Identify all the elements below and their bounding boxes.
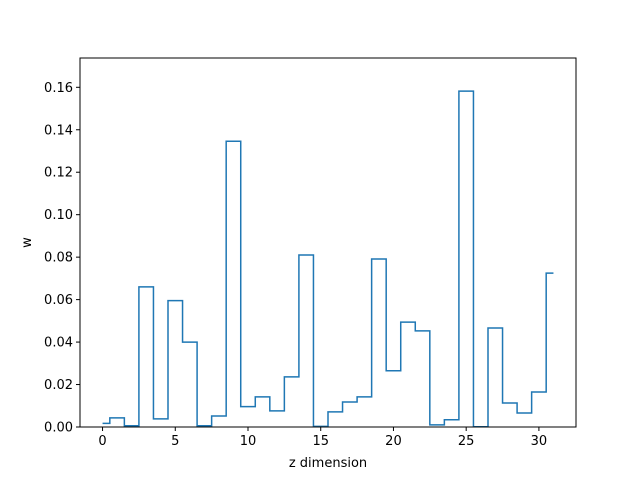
y-tick-label: 0.04 (44, 336, 73, 351)
x-axis-label: z dimension (289, 456, 367, 471)
x-axis: 0 5 10 15 20 25 30 (98, 427, 547, 449)
y-tick-label: 0.06 (44, 293, 73, 308)
plot-frame (79, 57, 577, 428)
x-tick-label: 20 (385, 434, 402, 449)
y-tick-label: 0.12 (44, 166, 73, 181)
y-axis: 0.00 0.02 0.04 0.06 0.08 0.10 0.12 0.14 0.16 (44, 81, 80, 436)
x-tick-label: 15 (312, 434, 329, 449)
y-tick-label: 0.00 (44, 421, 73, 436)
x-tick-label: 25 (458, 434, 475, 449)
y-tick-label: 0.08 (44, 251, 73, 266)
y-tick-label: 0.02 (44, 378, 73, 393)
y-tick-label: 0.16 (44, 81, 73, 96)
x-tick-label: 10 (240, 434, 257, 449)
y-axis-label: w (20, 237, 35, 248)
x-tick-label: 30 (531, 434, 548, 449)
x-tick-label: 0 (98, 434, 106, 449)
y-tick-label: 0.10 (44, 208, 73, 223)
x-tick-label: 5 (171, 434, 179, 449)
y-tick-label: 0.14 (44, 123, 73, 138)
